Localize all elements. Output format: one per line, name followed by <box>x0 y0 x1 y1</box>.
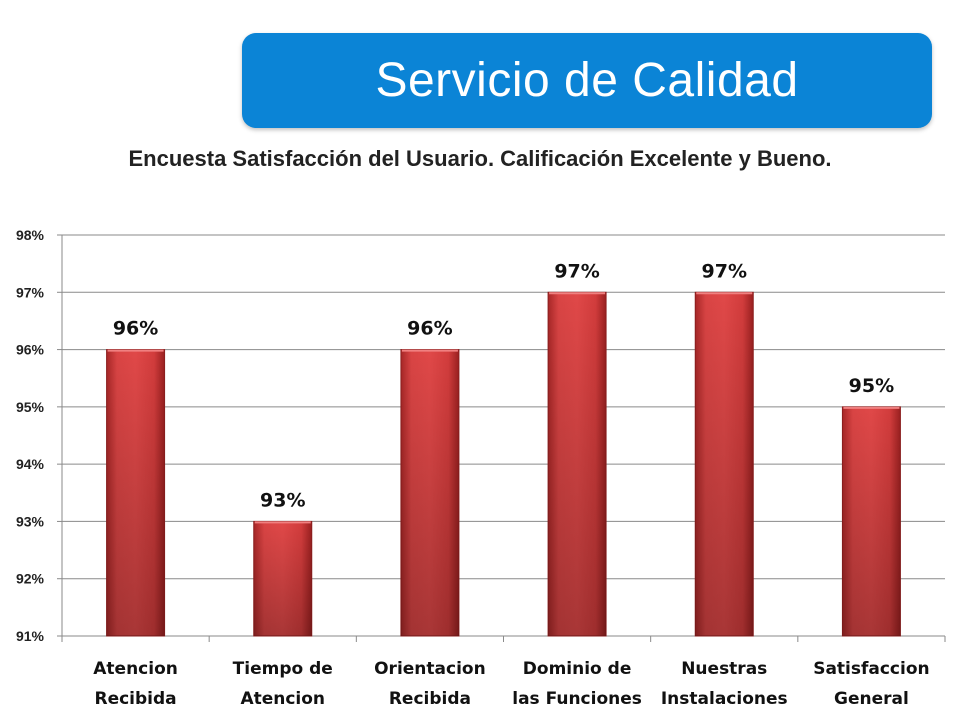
x-tick-label: Tiempo de <box>233 659 333 679</box>
bar-shade <box>106 349 165 636</box>
labels: 91% 92% 93% 94% 95% 96% 97% 98% 96% Atencion Recib… <box>16 227 930 709</box>
x-tick-label: Nuestras <box>681 659 767 679</box>
bar-shade <box>253 521 312 636</box>
y-tick-label: 95% <box>16 399 45 415</box>
y-tick-label: 92% <box>16 571 45 587</box>
title-banner: Servicio de Calidad <box>242 33 932 128</box>
y-tick-label: 93% <box>16 513 45 529</box>
bar-shade <box>548 292 607 636</box>
x-tick-label: Recibida <box>389 689 471 709</box>
data-label: 97% <box>554 260 599 282</box>
axes <box>57 234 946 642</box>
page-title: Servicio de Calidad <box>375 54 799 107</box>
y-tick-label: 91% <box>16 628 45 644</box>
y-tick-label: 98% <box>16 227 45 243</box>
data-label: 96% <box>113 318 158 340</box>
data-label: 97% <box>702 260 747 282</box>
x-tick-label: Orientacion <box>374 659 486 679</box>
bar-shade <box>695 292 754 636</box>
x-tick-label: Satisfaccion <box>813 659 929 679</box>
x-tick-label: las Funciones <box>512 689 642 709</box>
bar-shade <box>400 349 459 636</box>
x-tick-label: Atencion <box>240 689 325 709</box>
x-tick-label: Instalaciones <box>661 689 788 709</box>
data-label: 96% <box>407 318 452 340</box>
data-label: 95% <box>849 375 894 397</box>
x-tick-label: Atencion <box>93 659 178 679</box>
y-tick-label: 96% <box>16 342 45 358</box>
y-tick-label: 97% <box>16 284 45 300</box>
x-tick-label: Recibida <box>94 689 176 709</box>
x-tick-label: General <box>834 689 909 709</box>
chart-title: Encuesta Satisfacción del Usuario. Calif… <box>128 146 832 171</box>
y-tick-label: 94% <box>16 456 45 472</box>
gridlines <box>62 234 945 637</box>
data-label: 93% <box>260 489 305 511</box>
bars <box>106 291 901 637</box>
x-tick-label: Dominio de <box>523 659 632 679</box>
bar-shade <box>842 406 901 636</box>
